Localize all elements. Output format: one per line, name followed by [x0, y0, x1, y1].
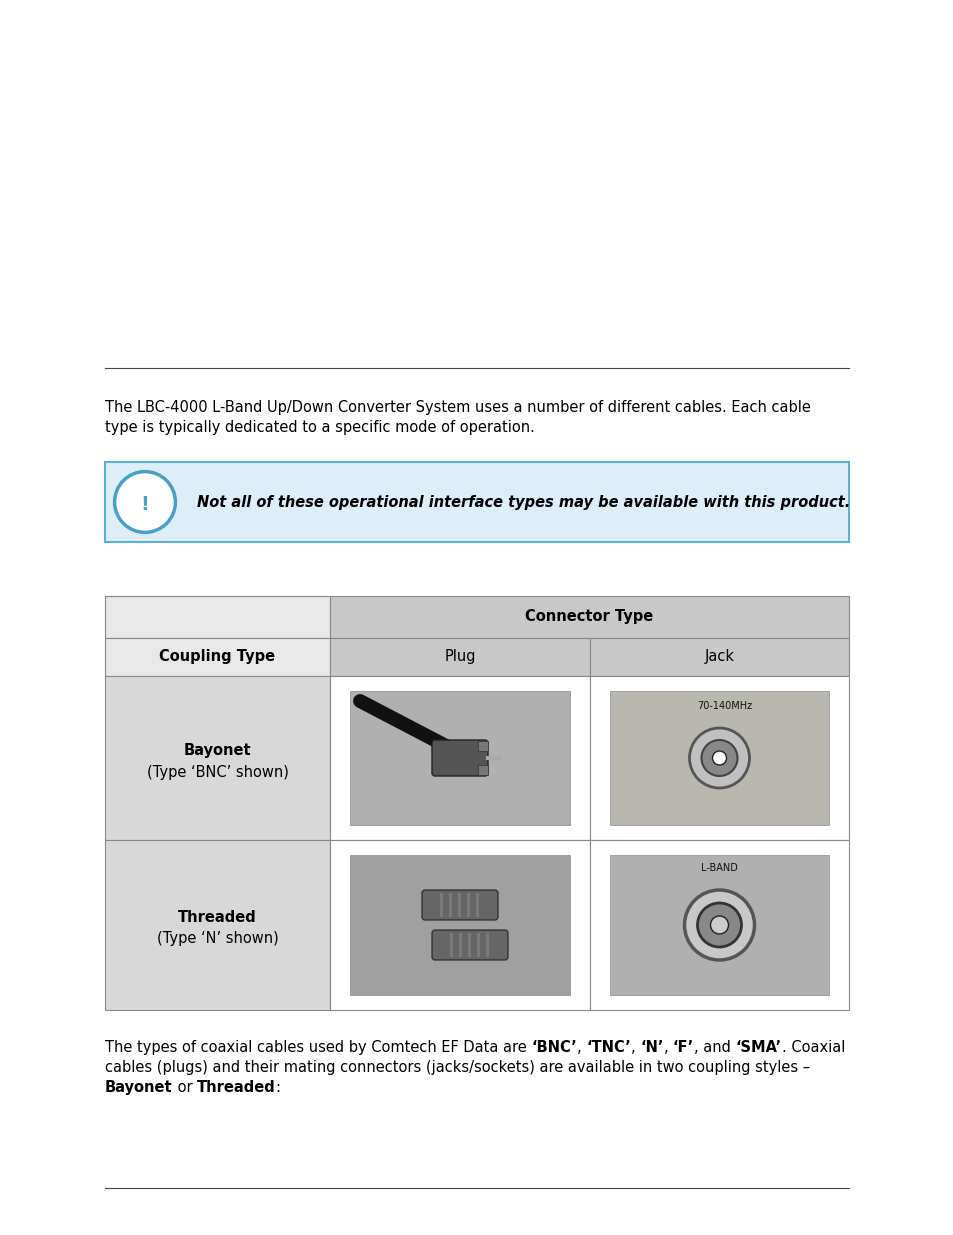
Bar [477, 764, 488, 776]
Text: Bayonet: Bayonet [184, 742, 251, 757]
Text: Plug: Plug [444, 650, 476, 664]
Bar [477, 741, 488, 751]
FancyBboxPatch shape [421, 890, 497, 920]
FancyBboxPatch shape [432, 740, 488, 776]
Circle shape [712, 751, 726, 764]
Circle shape [697, 903, 740, 947]
Bar [589, 676, 848, 840]
Text: (Type ‘N’ shown): (Type ‘N’ shown) [156, 931, 278, 946]
Bar [350, 855, 569, 995]
FancyBboxPatch shape [432, 930, 507, 960]
Bar [609, 855, 828, 995]
Bar [476, 893, 478, 918]
Text: cables (plugs) and their mating connectors (jacks/sockets) are available in two : cables (plugs) and their mating connecto… [105, 1060, 809, 1074]
Text: ‘SMA’: ‘SMA’ [735, 1040, 781, 1055]
Bar [330, 638, 589, 676]
Bar [105, 462, 848, 542]
Text: L-BAND: L-BAND [700, 863, 738, 873]
Text: Threaded: Threaded [196, 1079, 275, 1095]
Text: Bayonet: Bayonet [105, 1079, 172, 1095]
Text: or: or [172, 1079, 196, 1095]
Bar [609, 692, 828, 825]
Circle shape [689, 727, 749, 788]
Text: Threaded: Threaded [178, 909, 256, 925]
Bar [330, 840, 589, 1010]
Bar [330, 597, 848, 638]
Bar [589, 638, 848, 676]
Bar [449, 893, 452, 918]
Text: Jack: Jack [703, 650, 734, 664]
Bar [105, 676, 330, 840]
Bar [330, 676, 589, 840]
Text: ‘N’: ‘N’ [639, 1040, 663, 1055]
Bar [457, 893, 460, 918]
Bar [485, 932, 489, 957]
Bar [476, 932, 479, 957]
Bar [450, 932, 453, 957]
Text: ‘BNC’: ‘BNC’ [531, 1040, 577, 1055]
Text: ,: , [663, 1040, 672, 1055]
Text: 70-140MHz: 70-140MHz [697, 701, 751, 711]
Circle shape [684, 890, 754, 960]
Bar [439, 893, 442, 918]
Text: :: : [275, 1079, 280, 1095]
Text: ‘F’: ‘F’ [672, 1040, 694, 1055]
Text: (Type ‘BNC’ shown): (Type ‘BNC’ shown) [147, 764, 288, 779]
Bar [350, 692, 569, 825]
Bar [467, 893, 470, 918]
Text: ,: , [577, 1040, 586, 1055]
Text: Coupling Type: Coupling Type [159, 650, 275, 664]
Text: . Coaxial: . Coaxial [781, 1040, 844, 1055]
Text: Not all of these operational interface types may be available with this product.: Not all of these operational interface t… [196, 494, 849, 510]
Bar [105, 597, 330, 638]
Text: type is typically dedicated to a specific mode of operation.: type is typically dedicated to a specifi… [105, 420, 535, 435]
Text: Connector Type: Connector Type [525, 610, 653, 625]
Bar [589, 840, 848, 1010]
Bar [468, 932, 471, 957]
Bar [105, 840, 330, 1010]
Circle shape [114, 472, 175, 532]
Text: ‘TNC’: ‘TNC’ [586, 1040, 631, 1055]
Text: The types of coaxial cables used by Comtech EF Data are: The types of coaxial cables used by Comt… [105, 1040, 531, 1055]
Bar [458, 932, 461, 957]
Text: , and: , and [694, 1040, 735, 1055]
Text: The LBC-4000 L-Band Up/Down Converter System uses a number of different cables. : The LBC-4000 L-Band Up/Down Converter Sy… [105, 400, 810, 415]
Circle shape [700, 740, 737, 776]
Bar [105, 638, 330, 676]
Text: ,: , [631, 1040, 639, 1055]
Circle shape [710, 916, 728, 934]
Text: !: ! [140, 494, 150, 514]
